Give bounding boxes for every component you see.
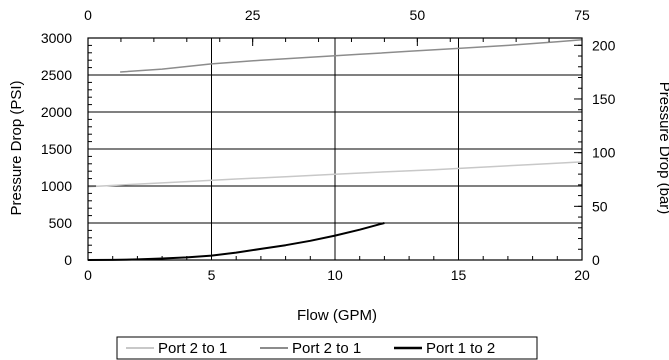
y-tick-label: 3000 [41,30,72,46]
series-line-3 [87,222,385,261]
axes [87,37,583,261]
y2-tick-label: 0 [592,252,600,268]
x-tick-label: 20 [574,267,590,283]
y2-tick-label: 150 [592,91,616,107]
y2-tick-label: 200 [592,37,616,53]
grid [88,38,582,260]
x-tick-label: 5 [208,267,216,283]
x-tick-label: 10 [327,267,343,283]
x2-tick-label: 25 [245,7,261,23]
x-axis-title: Flow (GPM) [297,307,377,324]
series-line-1 [87,161,583,188]
y2-axis-title: Pressure Drop (bar) [656,82,669,215]
y2-tick-label: 50 [592,198,608,214]
x-tick-label: 0 [84,267,92,283]
legend-box [116,336,538,360]
x2-tick-label: 75 [574,7,590,23]
y-tick-label: 2500 [41,67,72,83]
y-tick-label: 500 [49,215,73,231]
y-tick-label: 0 [64,252,72,268]
legend-label-3: Port 1 to 2 [426,340,495,357]
y-tick-label: 2000 [41,104,72,120]
y-axis-title: Pressure Drop (PSI) [8,80,25,215]
legend-label-1: Port 2 to 1 [158,340,227,357]
y-tick-label: 1500 [41,141,72,157]
series-line-2 [120,39,583,73]
x-tick-label: 15 [451,267,467,283]
x2-tick-label: 50 [410,7,426,23]
y-tick-label: 1000 [41,178,72,194]
legend-label-2: Port 2 to 1 [292,340,361,357]
y2-tick-label: 100 [592,145,616,161]
x2-tick-label: 0 [84,7,92,23]
legend: Port 2 to 1 Port 2 to 1 Port 1 to 2 [116,336,538,360]
